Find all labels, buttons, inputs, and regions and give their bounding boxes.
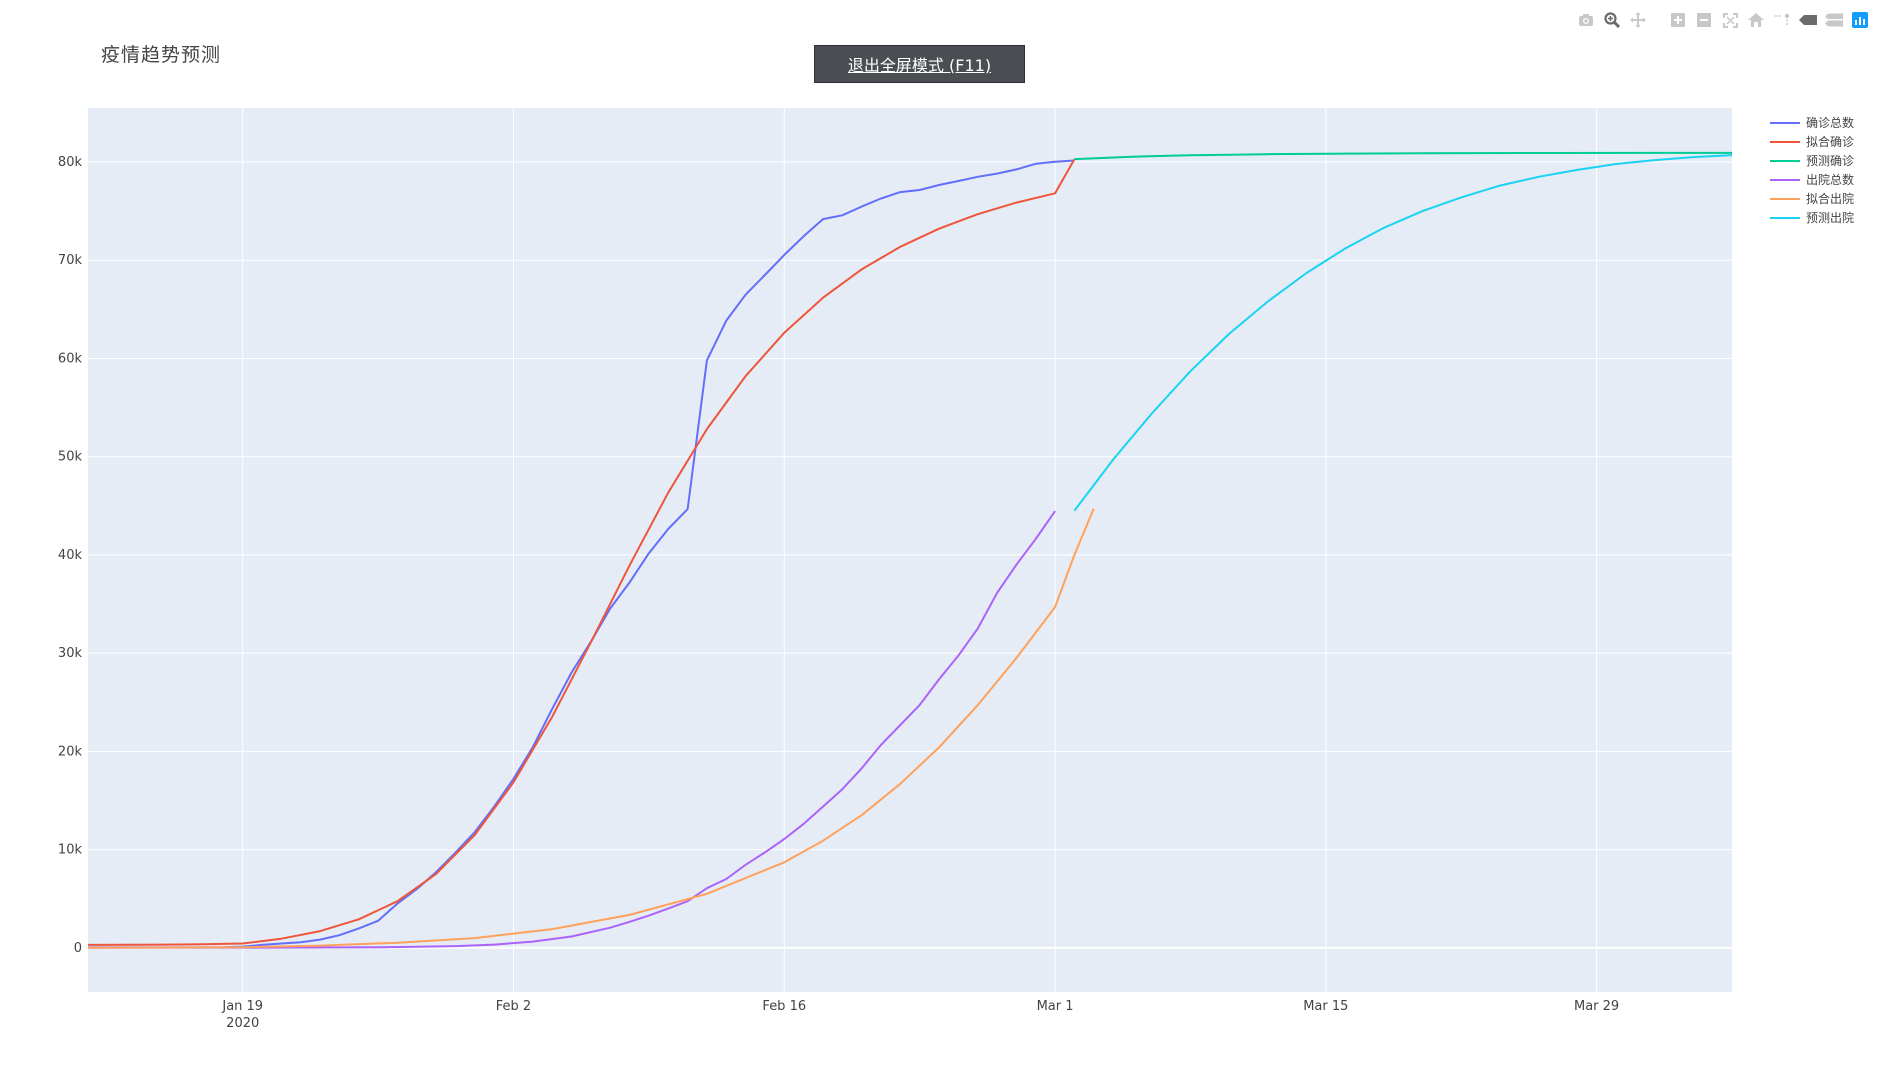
y-tick-label: 80k (58, 155, 83, 170)
zoom-icon[interactable] (1602, 10, 1622, 30)
chart-title: 疫情趋势预测 (101, 44, 222, 66)
series-line-1[interactable] (88, 159, 1075, 949)
y-tick-label: 20k (58, 744, 83, 759)
legend-label: 确诊总数 (1806, 115, 1854, 130)
legend-label: 拟合出院 (1806, 191, 1854, 206)
series-lines (88, 151, 1732, 949)
hover-compare-icon[interactable] (1824, 10, 1844, 30)
plotly-logo-icon[interactable] (1850, 10, 1870, 30)
pan-icon[interactable] (1628, 10, 1648, 30)
legend-item[interactable]: 拟合出院 (1770, 191, 1854, 206)
y-tick-label: 60k (58, 351, 83, 366)
autoscale-icon[interactable] (1720, 10, 1740, 30)
spike-lines-icon[interactable] (1772, 10, 1792, 30)
zoom-out-icon[interactable] (1694, 10, 1714, 30)
legend-label: 拟合确诊 (1806, 134, 1854, 149)
camera-icon[interactable] (1576, 10, 1596, 30)
hover-closest-icon[interactable] (1798, 10, 1818, 30)
legend-item[interactable]: 拟合确诊 (1770, 134, 1854, 149)
y-tick-label: 10k (58, 843, 83, 858)
x-axis: Jan 19 2020 Feb 2 Feb 16 Mar 1 Mar 15 Mar 29 (221, 999, 1619, 1031)
x-tick-label: Jan 19 (221, 999, 263, 1014)
legend-item[interactable]: 确诊总数 (1770, 115, 1854, 130)
y-axis: 0 10k 20k 30k 40k 50k 60k 70k 80k (58, 155, 83, 956)
y-tick-label: 30k (58, 646, 83, 661)
reset-axes-icon[interactable] (1746, 10, 1766, 30)
series-line-2[interactable] (88, 158, 1076, 946)
x-tick-label: Feb 16 (762, 999, 806, 1014)
zoom-in-icon[interactable] (1668, 10, 1688, 30)
series-line-4[interactable] (88, 510, 1056, 949)
y-tick-label: 50k (58, 450, 83, 465)
y-tick-label: 70k (58, 253, 83, 268)
x-tick-label: Feb 2 (496, 999, 531, 1014)
legend-label: 出院总数 (1806, 172, 1854, 187)
x-tick-label: Mar 15 (1303, 999, 1348, 1014)
y-tick-label: 0 (74, 941, 82, 956)
legend-item[interactable]: 预测确诊 (1770, 154, 1854, 168)
exit-fullscreen-button[interactable]: 退出全屏模式 (F11) (814, 45, 1025, 83)
legend-item[interactable]: 预测出院 (1770, 211, 1854, 225)
legend-label: 预测确诊 (1806, 154, 1854, 168)
series-line-5[interactable] (88, 508, 1095, 949)
legend-label: 预测出院 (1806, 211, 1854, 225)
x-tick-label: Mar 1 (1037, 999, 1074, 1014)
plot-area[interactable] (88, 108, 1732, 992)
modebar (1576, 10, 1870, 30)
legend-item[interactable]: 出院总数 (1770, 172, 1854, 187)
series-line-6[interactable] (1073, 154, 1732, 512)
x-tick-sublabel: 2020 (226, 1016, 259, 1031)
series-line-3[interactable] (1074, 151, 1732, 161)
y-tick-label: 40k (58, 548, 83, 563)
x-tick-label: Mar 29 (1574, 999, 1619, 1014)
